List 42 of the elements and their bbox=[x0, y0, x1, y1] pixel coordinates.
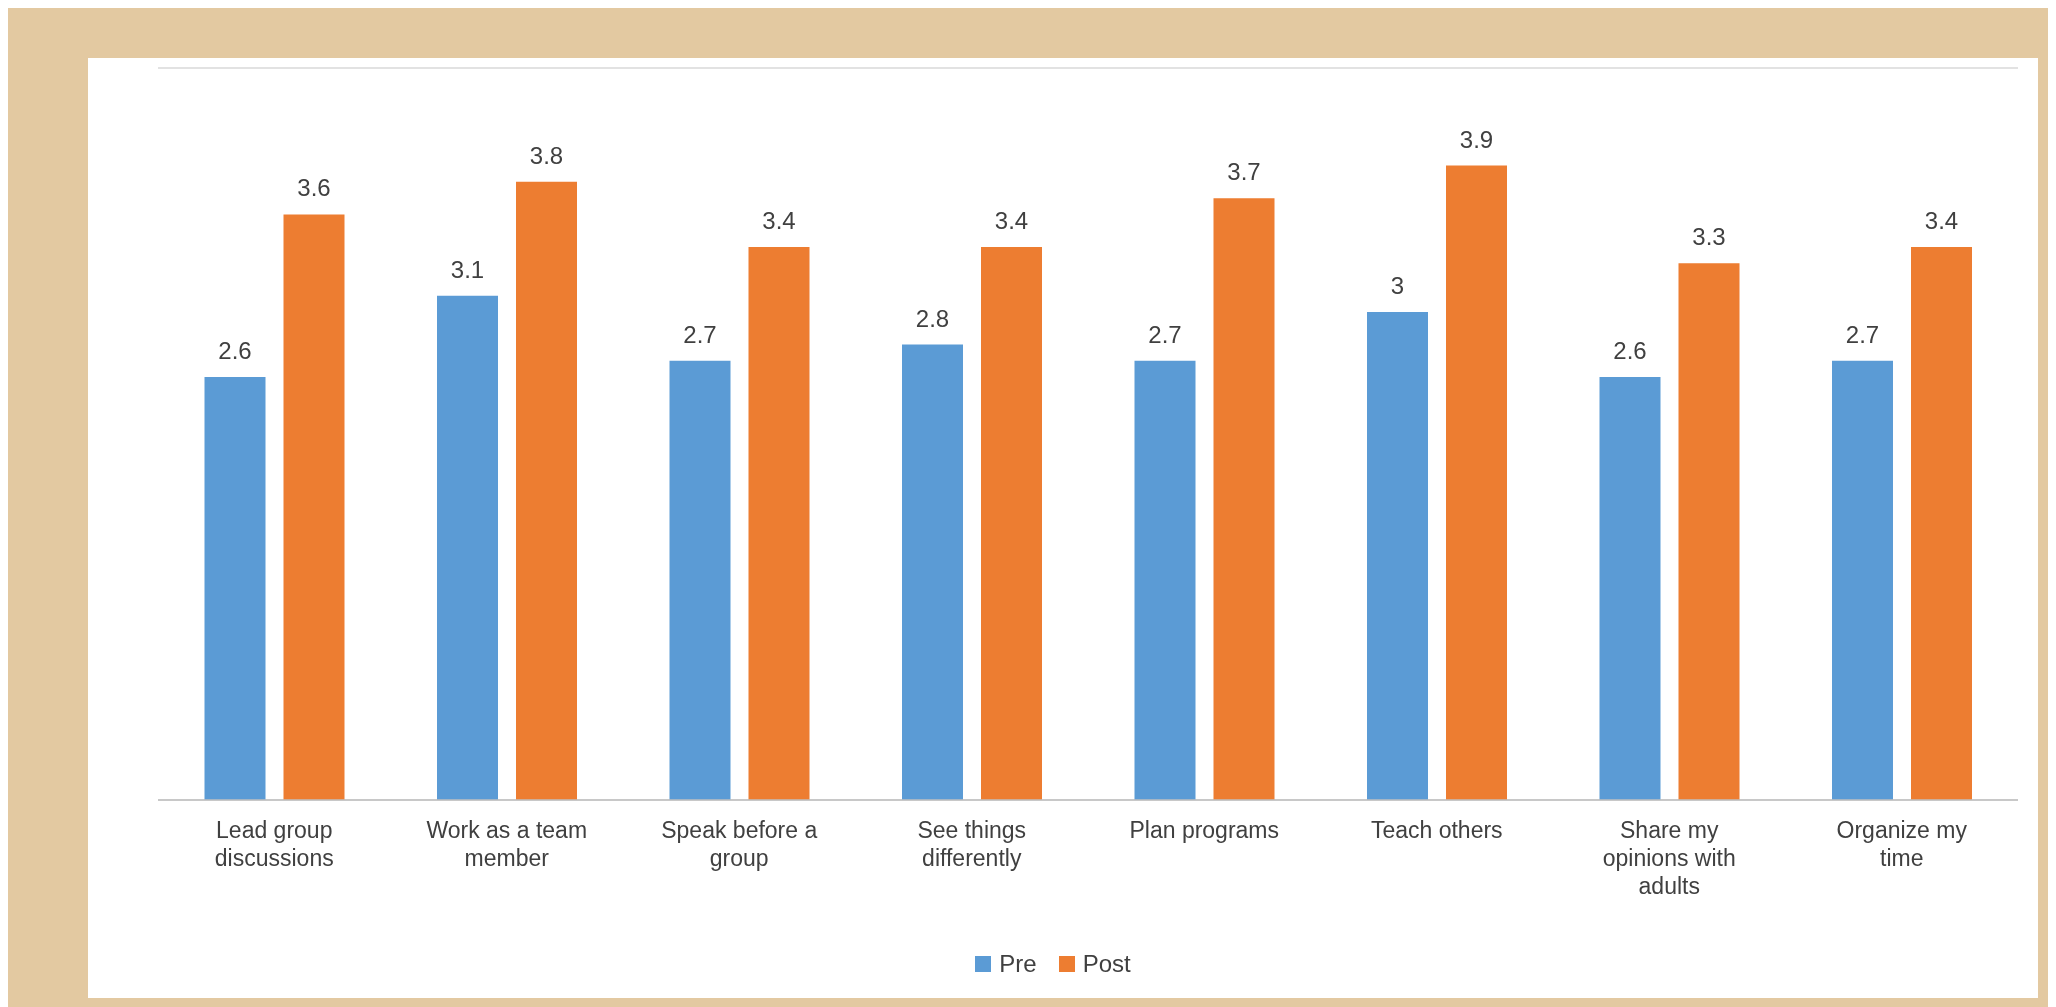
bar bbox=[1832, 360, 1893, 800]
data-label: 3.6 bbox=[297, 174, 331, 202]
bar bbox=[748, 246, 810, 800]
x-tick-label: Work as a team member bbox=[426, 817, 588, 871]
legend-label: Pre bbox=[999, 950, 1037, 978]
bar bbox=[902, 344, 963, 800]
data-label: 2.8 bbox=[915, 304, 950, 332]
bar bbox=[1446, 165, 1507, 800]
data-label: 3.4 bbox=[1924, 206, 1959, 234]
bar bbox=[437, 295, 498, 800]
data-label: 2.7 bbox=[1148, 320, 1182, 348]
data-label: 3 bbox=[1390, 272, 1405, 299]
x-tick-label: Teach others bbox=[1370, 817, 1503, 843]
bar bbox=[1911, 246, 1972, 800]
bar bbox=[204, 377, 266, 800]
data-label: 3.4 bbox=[762, 206, 796, 234]
data-label: 3.1 bbox=[450, 255, 485, 283]
data-label: 2.6 bbox=[1613, 337, 1647, 365]
bar bbox=[283, 214, 345, 800]
bar bbox=[1134, 360, 1196, 800]
x-tick-label: See things differently bbox=[917, 817, 1027, 871]
x-tick-label: Plan programs bbox=[1129, 817, 1280, 843]
bar bbox=[1213, 198, 1275, 800]
data-label: 3.8 bbox=[529, 141, 564, 169]
bar bbox=[1367, 312, 1428, 800]
bar bbox=[1599, 377, 1661, 800]
x-tick-label: Speak before a group bbox=[661, 817, 818, 871]
x-tick-label: Share my opinions with adults bbox=[1602, 817, 1736, 899]
x-tick-label: Organize my time bbox=[1836, 817, 1968, 871]
bar bbox=[1678, 263, 1740, 800]
bar bbox=[669, 360, 731, 800]
legend-label: Post bbox=[1082, 950, 1131, 978]
data-label: 3.7 bbox=[1227, 158, 1261, 186]
data-label: 3.4 bbox=[994, 206, 1029, 234]
bar bbox=[516, 181, 577, 800]
data-label: 3.3 bbox=[1692, 223, 1726, 251]
data-label: 2.7 bbox=[1845, 320, 1880, 348]
data-label: 2.7 bbox=[683, 320, 717, 348]
data-label: 2.6 bbox=[218, 337, 252, 365]
bar bbox=[981, 246, 1042, 800]
data-label: 3.9 bbox=[1459, 125, 1494, 153]
x-tick-label: Lead group discussions bbox=[214, 817, 334, 871]
